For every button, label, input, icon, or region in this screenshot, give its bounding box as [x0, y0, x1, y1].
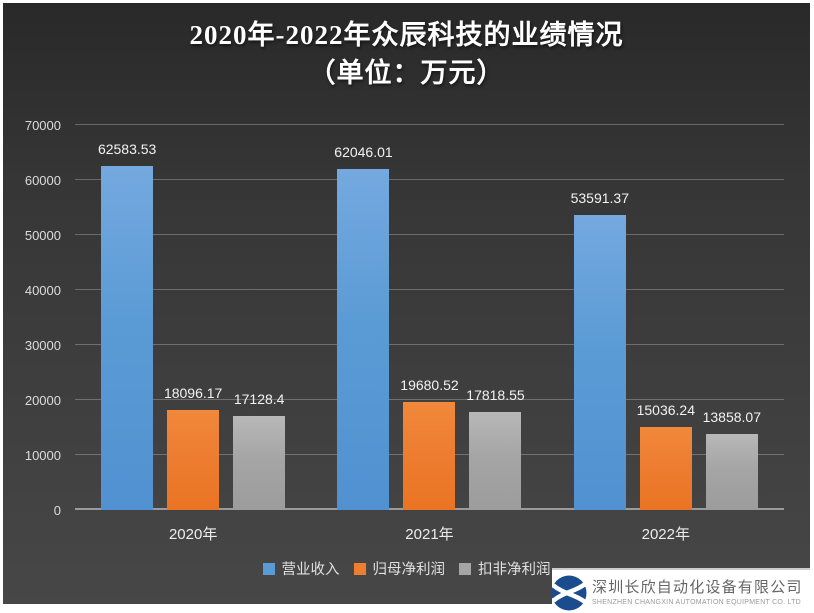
bar-value-label: 53591.37: [570, 190, 630, 207]
y-tick-label: 70000: [24, 118, 61, 133]
legend-marker-icon: [459, 562, 471, 575]
bar: 18096.17: [164, 385, 222, 510]
bar: 15036.24: [637, 402, 695, 510]
chart-title-line1: 2020年-2022年众辰科技的业绩情况: [189, 20, 624, 50]
y-tick-label: 30000: [24, 338, 61, 353]
legend-label: 营业收入: [281, 562, 340, 578]
bar-value-label: 15036.24: [636, 402, 696, 419]
x-axis: 2020年 2021年 2022年: [75, 523, 784, 544]
legend-label: 归母净利润: [372, 562, 446, 578]
legend-item: 营业收入: [262, 558, 340, 579]
gridline: [75, 234, 784, 235]
y-axis: 0 10000 20000 30000 40000 50000 60000 70000: [3, 118, 67, 518]
bar-value-label: 17128.4: [233, 390, 285, 407]
y-tick-label: 60000: [24, 173, 61, 188]
bar: 62583.53: [98, 141, 156, 510]
bar-value-label: 62583.53: [97, 140, 157, 157]
legend-item: 扣非净利润: [459, 558, 551, 579]
footer-company-text: 深圳长欣自动化设备有限公司 SHENZHEN CHANGXIN AUTOMATI…: [592, 579, 803, 607]
chart-title: 2020年-2022年众辰科技的业绩情况 （单位：万元）: [3, 16, 810, 92]
bar-group: 62046.01 19680.52 17818.55: [311, 125, 547, 510]
company-name-en: SHENZHEN CHANGXIN AUTOMATION EQUIPMENT C…: [592, 598, 801, 606]
bar-group: 53591.37 15036.24 13858.07: [548, 125, 784, 510]
bar-group: 62583.53 18096.17 17128.4: [75, 125, 311, 510]
y-tick-label: 10000: [24, 448, 61, 463]
bar-value-label: 18096.17: [163, 385, 223, 402]
y-tick-label: 0: [53, 503, 61, 518]
gridline: [75, 179, 784, 180]
bar: 19680.52: [400, 377, 459, 510]
gridline: [75, 124, 784, 125]
legend: 营业收入 归母净利润 扣非净利润: [3, 558, 810, 579]
changxin-logo-icon: [552, 575, 587, 610]
bar: 17818.55: [466, 387, 525, 510]
legend-item: 归母净利润: [353, 558, 446, 579]
bar-value-label: 62046.01: [334, 143, 393, 160]
bar: 17128.4: [233, 391, 286, 510]
legend-marker-icon: [353, 562, 366, 575]
bar: 13858.07: [703, 409, 761, 510]
x-axis-label: 2020年: [168, 526, 218, 543]
legend-label: 扣非净利润: [478, 562, 551, 578]
legend-marker-icon: [262, 562, 275, 575]
bar: 53591.37: [571, 190, 629, 510]
gridline: [75, 289, 784, 290]
y-tick-label: 40000: [24, 283, 61, 298]
footer-logo-box: 深圳长欣自动化设备有限公司 SHENZHEN CHANGXIN AUTOMATI…: [552, 568, 810, 613]
plot-area: 62583.53 18096.17 17128.4 62046.01 19680.52 1…: [75, 124, 784, 510]
bar: 62046.01: [334, 144, 393, 510]
bar-value-label: 13858.07: [702, 408, 762, 425]
x-axis-label: 2021年: [405, 526, 454, 543]
chart-title-line2: （单位：万元）: [308, 58, 505, 88]
bar-value-label: 19680.52: [400, 376, 459, 393]
bar-groups: 62583.53 18096.17 17128.4 62046.01 19680.52 1…: [75, 125, 784, 510]
chart-slide: 2020年-2022年众辰科技的业绩情况 （单位：万元） 0 10000 20000…: [3, 3, 810, 604]
company-name-cn: 深圳长欣自动化设备有限公司: [592, 578, 803, 596]
y-tick-label: 50000: [24, 228, 61, 243]
gridline: [75, 399, 784, 400]
bar-value-label: 17818.55: [466, 387, 525, 403]
y-tick-label: 20000: [24, 393, 61, 408]
gridline: [75, 344, 784, 345]
x-axis-label: 2022年: [641, 526, 690, 543]
